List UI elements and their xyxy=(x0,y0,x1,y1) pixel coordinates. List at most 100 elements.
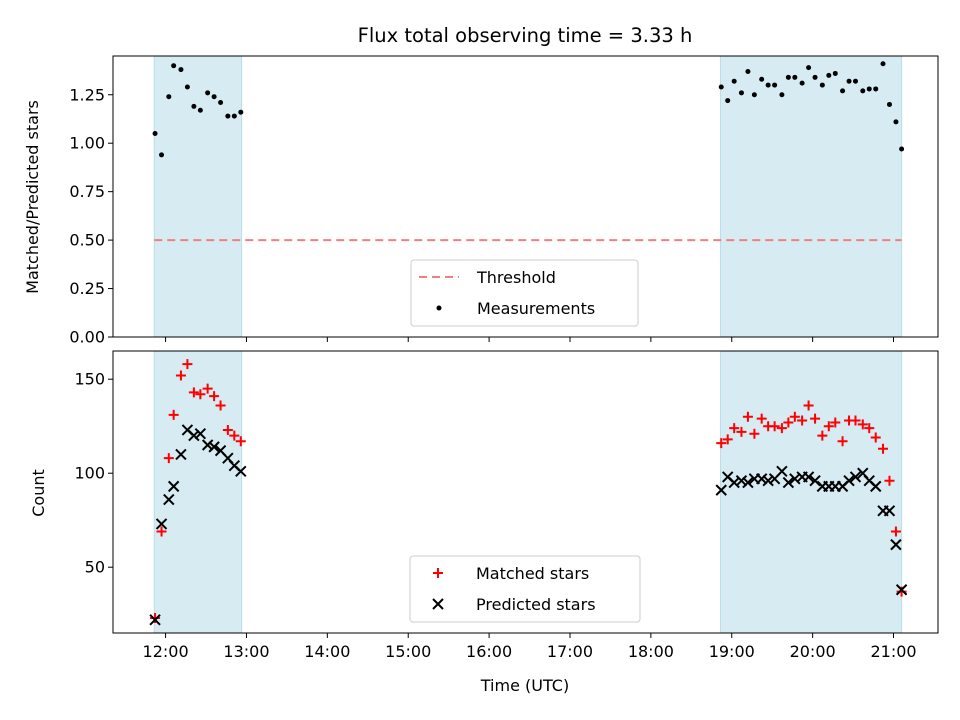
plot-frame xyxy=(112,55,939,338)
measurement-point xyxy=(812,74,818,80)
y-tick-label: 100 xyxy=(74,464,105,483)
measurement-point xyxy=(238,109,244,115)
predicted-star-point xyxy=(735,475,748,487)
predicted-star-point xyxy=(895,584,908,596)
predicted-star-point xyxy=(188,429,200,442)
measurement-point xyxy=(765,82,771,88)
legend-label: Threshold xyxy=(476,268,556,287)
matched-star-point xyxy=(188,387,199,398)
measurement-point xyxy=(860,88,866,94)
predicted-star-point xyxy=(776,465,788,478)
matched-star-point xyxy=(857,419,868,430)
y-tick-label: 1.00 xyxy=(69,134,105,153)
measurement-point xyxy=(184,84,190,90)
measurement-point xyxy=(826,72,832,78)
matched-star-point xyxy=(830,417,841,428)
measurement-point xyxy=(231,113,237,119)
matched-star-point xyxy=(229,430,240,441)
matched-star-point xyxy=(749,428,760,439)
matched-star-point xyxy=(202,383,213,394)
matched-star-point xyxy=(878,443,888,454)
y-tick-label: 150 xyxy=(74,370,105,389)
measurement-point xyxy=(171,63,177,69)
matched-star-point xyxy=(182,359,193,370)
x-tick-label: 20:00 xyxy=(790,642,836,661)
predicted-star-point xyxy=(762,475,774,487)
x-tick-label: 19:00 xyxy=(709,642,755,661)
matched-star-point xyxy=(783,417,794,428)
measurement-point xyxy=(178,67,184,73)
matched-star-point xyxy=(817,430,828,441)
predicted-star-point xyxy=(843,475,855,487)
matched-star-point xyxy=(729,423,740,434)
predicted-star-point xyxy=(155,518,168,530)
predicted-star-point xyxy=(849,471,862,483)
legend-predicted-swatch xyxy=(432,598,444,610)
legend-box xyxy=(410,259,639,327)
matched-star-point xyxy=(222,424,233,435)
matched-star-point xyxy=(736,426,747,437)
matched-star-point xyxy=(837,436,848,447)
matched-star-point xyxy=(769,421,780,432)
predicted-star-point xyxy=(809,475,821,487)
measurement-point xyxy=(873,86,879,92)
matched-star-point xyxy=(789,411,800,422)
y-tick-label: 0.25 xyxy=(69,279,105,298)
measurement-point xyxy=(745,69,751,75)
shaded-region xyxy=(719,55,903,338)
matched-star-point xyxy=(209,391,220,402)
measurement-point xyxy=(205,90,211,96)
measurement-point xyxy=(899,146,905,152)
bottom-panel: 50 100 150 12:00 13:00 14:00 15:00 16:00 17:00 18… xyxy=(74,350,939,661)
predicted-star-point xyxy=(802,471,815,483)
measurement-point xyxy=(893,119,899,125)
measurement-point xyxy=(806,65,812,71)
plot-frame xyxy=(112,350,939,634)
measurement-point xyxy=(792,74,798,80)
matched-star-point xyxy=(215,400,226,411)
predicted-star-point xyxy=(755,473,768,485)
predicted-star-point xyxy=(175,448,187,461)
measurement-point xyxy=(779,92,785,98)
matched-star-point xyxy=(884,475,895,486)
measurement-point xyxy=(731,78,737,84)
x-tick-label: 16:00 xyxy=(466,642,512,661)
predicted-star-point xyxy=(870,480,882,493)
measurement-point xyxy=(819,82,825,88)
x-tick-label: 15:00 xyxy=(385,642,431,661)
predicted-star-point xyxy=(883,505,896,517)
predicted-star-point xyxy=(194,428,207,440)
measurement-point xyxy=(880,61,886,67)
legend-matched-swatch xyxy=(433,568,443,578)
predicted-star-point xyxy=(890,538,902,551)
legend-measurement-swatch xyxy=(436,305,442,311)
predicted-star-point xyxy=(167,480,180,493)
matched-star-point xyxy=(722,434,733,445)
legend-label: Predicted stars xyxy=(476,595,596,614)
matched-star-point xyxy=(870,432,881,443)
y-tick-label: 50 xyxy=(85,558,105,577)
matched-star-point xyxy=(235,436,246,447)
measurement-point xyxy=(191,103,197,109)
matched-star-point xyxy=(195,389,206,400)
x-tick-label: 18:00 xyxy=(628,642,674,661)
y-tick-label: 1.25 xyxy=(69,85,105,104)
measurement-point xyxy=(772,82,778,88)
matched-star-point xyxy=(756,413,767,424)
matched-star-point xyxy=(797,415,808,426)
x-tick-label: 17:00 xyxy=(547,642,593,661)
measurement-point xyxy=(759,76,765,82)
legend-label: Matched stars xyxy=(476,564,589,583)
x-tick-label: 13:00 xyxy=(223,642,269,661)
predicted-star-point xyxy=(715,484,727,496)
matched-star-point xyxy=(890,526,901,537)
legend-label: Measurements xyxy=(477,299,595,318)
x-axis-label: Time (UTC) xyxy=(480,676,569,695)
top-panel: 0.00 0.25 0.50 0.75 1.00 1.25 Threshold Measure… xyxy=(69,55,939,347)
measurement-point xyxy=(211,94,217,100)
predicted-star-point xyxy=(235,465,247,478)
matched-star-point xyxy=(776,423,787,434)
bottom-ylabel: Count xyxy=(29,469,48,517)
measurement-point xyxy=(152,131,158,137)
